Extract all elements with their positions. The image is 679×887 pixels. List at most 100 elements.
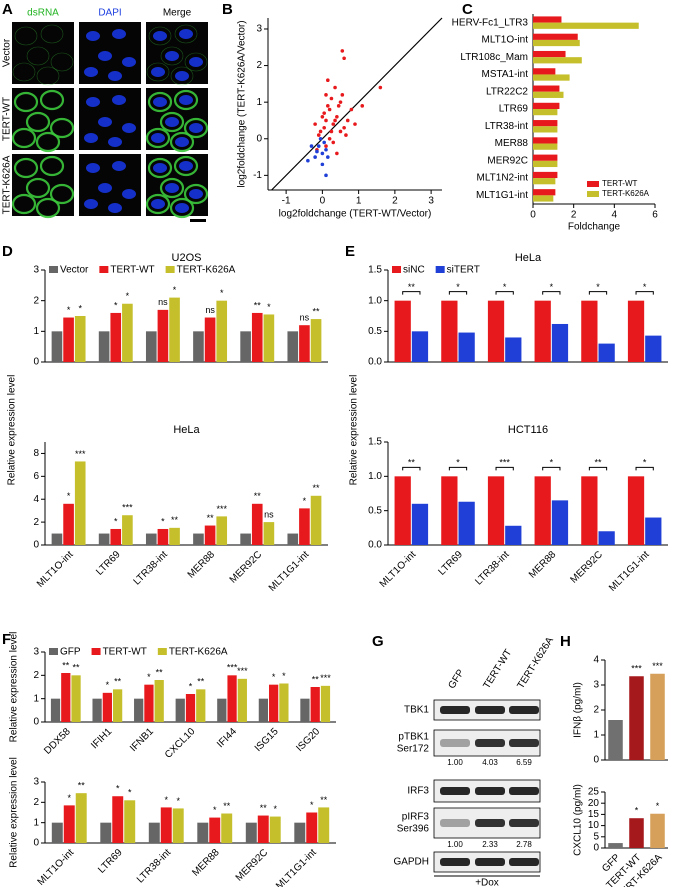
nucleus bbox=[86, 97, 100, 107]
y-axis-label: Relative expression level bbox=[9, 632, 20, 743]
point bbox=[338, 100, 343, 104]
point bbox=[306, 158, 310, 163]
dsrna-signal bbox=[159, 111, 185, 133]
x-axis-label: log2foldchange (TERT-WT/Vector) bbox=[279, 209, 432, 220]
blot-band bbox=[475, 858, 505, 866]
bar bbox=[145, 331, 157, 362]
x-tick-label: MLT1O-int bbox=[35, 549, 76, 590]
bar bbox=[172, 808, 184, 843]
y-tick-label: 1.0 bbox=[368, 295, 382, 306]
x-tick-label: DDX58 bbox=[42, 726, 73, 757]
bar bbox=[122, 303, 133, 362]
bar bbox=[598, 531, 615, 545]
bar bbox=[411, 331, 429, 362]
x-tick-label: LTR69 bbox=[437, 549, 466, 578]
blot-band bbox=[440, 819, 470, 827]
bar bbox=[533, 68, 556, 75]
x-tick-label: MLT1G1-int bbox=[607, 549, 652, 594]
dsrna-signal bbox=[25, 111, 51, 133]
bar bbox=[196, 689, 206, 722]
bar bbox=[51, 331, 63, 362]
blot-band bbox=[509, 739, 539, 747]
bar bbox=[581, 300, 598, 362]
y-tick-label: 0 bbox=[33, 838, 39, 849]
significance: ** bbox=[313, 306, 321, 316]
y-tick-label: 0.0 bbox=[368, 540, 382, 551]
point bbox=[324, 144, 328, 148]
x-tick-label: IFNB1 bbox=[128, 726, 156, 754]
bar bbox=[257, 815, 269, 843]
bar bbox=[458, 501, 475, 545]
legend-swatch bbox=[157, 648, 167, 655]
y-tick-label: 10 bbox=[588, 820, 600, 831]
y-tick-label: 2 bbox=[593, 705, 599, 716]
bar bbox=[534, 300, 551, 362]
bar bbox=[240, 533, 251, 545]
bar bbox=[63, 805, 75, 843]
bar bbox=[533, 16, 562, 23]
dsrna-signal bbox=[160, 46, 184, 66]
nucleus bbox=[175, 137, 189, 147]
bar bbox=[533, 126, 558, 133]
bar bbox=[269, 684, 279, 722]
point bbox=[324, 173, 328, 178]
dsrna-signal bbox=[145, 193, 171, 215]
dsrna-signal bbox=[26, 46, 50, 66]
significance: * bbox=[635, 806, 639, 816]
y-tick-label: 0 bbox=[593, 755, 599, 766]
bar bbox=[279, 683, 289, 722]
bar bbox=[287, 533, 299, 545]
y-tick-label: 0 bbox=[33, 540, 39, 551]
point bbox=[326, 104, 330, 108]
bar bbox=[217, 698, 227, 722]
point bbox=[331, 122, 336, 126]
bar bbox=[145, 533, 157, 545]
bar bbox=[245, 822, 257, 843]
bar bbox=[197, 822, 209, 843]
blot-row-label: TBK1 bbox=[404, 705, 429, 716]
bar bbox=[533, 57, 582, 64]
bar bbox=[63, 503, 74, 545]
nucleus bbox=[189, 57, 203, 67]
dsrna-signal bbox=[11, 127, 37, 149]
point bbox=[309, 144, 314, 148]
nucleus bbox=[153, 31, 167, 41]
dsrna-signal bbox=[169, 197, 195, 219]
bar bbox=[320, 685, 331, 722]
significance: * bbox=[310, 800, 314, 810]
bar bbox=[394, 300, 411, 362]
x-tick-label: -1 bbox=[282, 196, 291, 207]
legend-swatch bbox=[587, 181, 599, 187]
treatment-label: +Dox bbox=[475, 878, 499, 887]
bar bbox=[51, 533, 63, 545]
significance: *** bbox=[216, 504, 227, 514]
x-tick-label: LTR38-int bbox=[473, 549, 511, 587]
y-tick-label: 3 bbox=[256, 24, 262, 35]
channel-label: Merge bbox=[163, 8, 192, 19]
y-tick-label: MLT1G1-int bbox=[476, 190, 528, 201]
significance: ns bbox=[300, 313, 310, 323]
blot-row-label: GAPDH bbox=[393, 857, 429, 868]
legend-swatch bbox=[99, 266, 109, 273]
y-tick-label: 2 bbox=[33, 670, 39, 681]
bar bbox=[533, 195, 554, 202]
point bbox=[353, 122, 357, 126]
dsrna-signal bbox=[146, 62, 170, 82]
bar bbox=[51, 822, 63, 843]
point bbox=[316, 144, 321, 148]
y-axis-label: Relative expression level bbox=[349, 375, 360, 486]
blot-band bbox=[440, 858, 470, 866]
dsrna-signal bbox=[13, 157, 39, 179]
quantification: 2.33 bbox=[482, 840, 498, 849]
significance: ** bbox=[260, 803, 268, 813]
bar bbox=[92, 698, 102, 722]
x-tick-label: MER88 bbox=[186, 549, 218, 581]
bar bbox=[551, 323, 569, 362]
bar bbox=[411, 503, 429, 545]
bar bbox=[310, 495, 322, 545]
panel-label: D bbox=[2, 243, 13, 260]
point bbox=[340, 93, 345, 97]
point bbox=[326, 78, 330, 83]
nucleus bbox=[153, 163, 167, 173]
